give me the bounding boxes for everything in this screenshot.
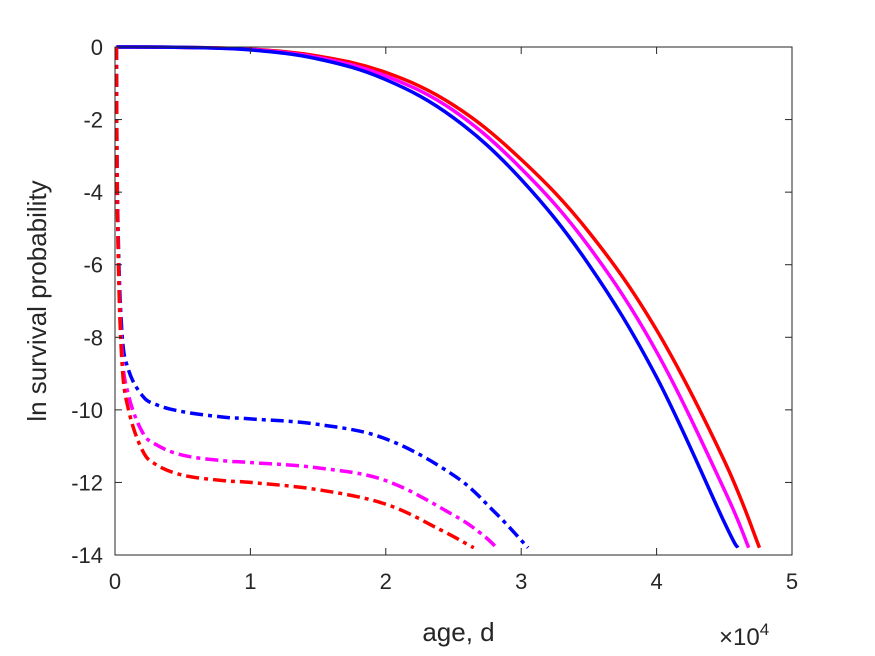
x-tick-label: 4	[650, 569, 662, 594]
x-axis-multiplier-exponent: 4	[760, 620, 769, 639]
plot-frame	[114, 46, 793, 556]
x-tick-label: 2	[380, 569, 392, 594]
plot-area	[115, 47, 792, 555]
series-layer	[114, 45, 762, 550]
series-line-6	[114, 46, 475, 550]
x-tick-label: 1	[244, 569, 256, 594]
y-tick-label: -14	[71, 543, 103, 568]
series-line-3	[116, 45, 740, 549]
y-tick-label: -12	[71, 470, 103, 495]
y-tick-label: -2	[83, 108, 103, 133]
y-tick-label: 0	[91, 35, 103, 60]
x-axis-label: age, d	[422, 617, 494, 647]
y-axis-label: ln survival probability	[22, 180, 52, 421]
tick-layer: 0 1 2 3 4 5 0 -2 -4 -6 -8 -10 -12 -14	[71, 35, 798, 594]
y-tick-label: -10	[71, 398, 103, 423]
x-tick-label: 0	[109, 569, 121, 594]
y-tick-label: -4	[83, 180, 103, 205]
x-tick-label: 3	[515, 569, 527, 594]
x-axis-multiplier: ×104	[719, 620, 769, 651]
x-axis-multiplier-base: ×10	[719, 624, 760, 651]
x-tick-label: 5	[786, 569, 798, 594]
y-tick-label: -6	[83, 253, 103, 278]
y-tick-label: -8	[83, 325, 103, 350]
